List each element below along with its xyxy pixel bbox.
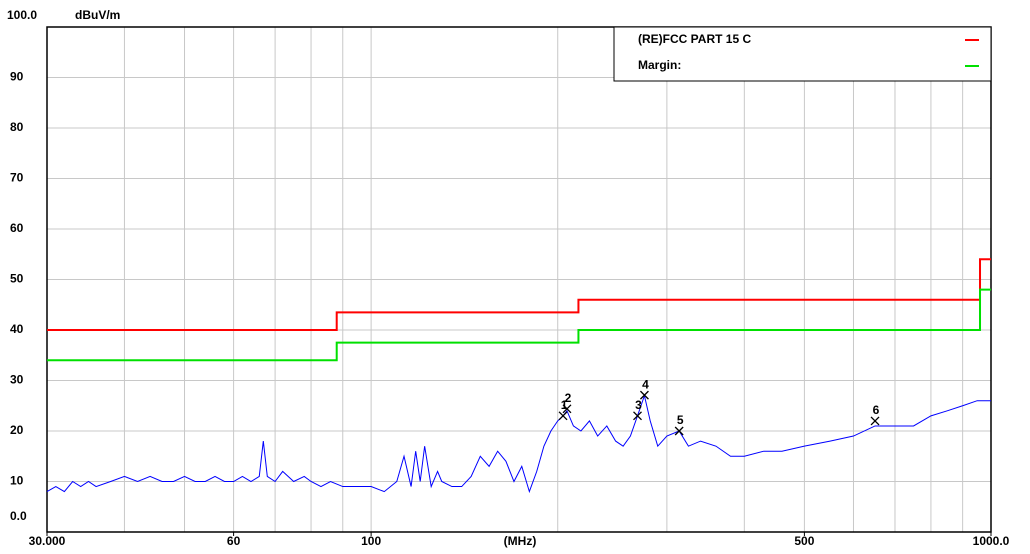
x-tick-label: 500 (794, 534, 814, 548)
series-line (47, 258, 991, 331)
y-tick-label: 50 (10, 272, 24, 286)
legend-label: (RE)FCC PART 15 C (638, 32, 751, 46)
marker (674, 426, 684, 436)
legend-box (613, 26, 992, 82)
x-tick-label: 60 (227, 534, 241, 548)
y-axis-label: dBuV/m (75, 8, 120, 22)
marker (639, 390, 649, 400)
marker (870, 416, 880, 426)
marker (633, 411, 642, 421)
marker (562, 404, 572, 414)
y-tick-label: 60 (10, 221, 24, 235)
plot-frame (46, 26, 992, 533)
x-tick-label: 100 (361, 534, 381, 548)
y-tick-label: 70 (10, 171, 24, 185)
x-tick-label: 30.000 (29, 534, 66, 548)
marker-cross (558, 411, 568, 421)
x-axis-label: (MHz) (504, 534, 537, 548)
y-tick-label: 20 (10, 423, 24, 437)
y-tick-label: 80 (10, 120, 24, 134)
x-tick-label: 1000.0 (973, 534, 1010, 548)
marker-cross (639, 390, 649, 400)
y-tick-label: 30 (10, 373, 24, 387)
y-tick-label: 10 (10, 474, 24, 488)
marker-label: 3 (635, 398, 642, 412)
marker-label: 1 (561, 398, 568, 412)
y-tick-label: 40 (10, 322, 24, 336)
marker-label: 2 (565, 391, 572, 405)
marker-cross (674, 426, 684, 436)
series-line (47, 288, 991, 362)
marker-label: 6 (873, 403, 880, 417)
series-line (46, 393, 991, 494)
marker-cross (870, 416, 880, 426)
y-tick-label: 90 (10, 70, 24, 84)
y-tick-label: 100.0 (7, 8, 37, 22)
marker-cross (562, 404, 572, 414)
y-tick-label: 0.0 (10, 509, 27, 523)
marker (558, 411, 568, 421)
marker-label: 5 (677, 413, 684, 427)
marker-label: 4 (642, 377, 649, 391)
marker-cross (633, 411, 642, 421)
legend-label: Margin: (638, 58, 681, 72)
